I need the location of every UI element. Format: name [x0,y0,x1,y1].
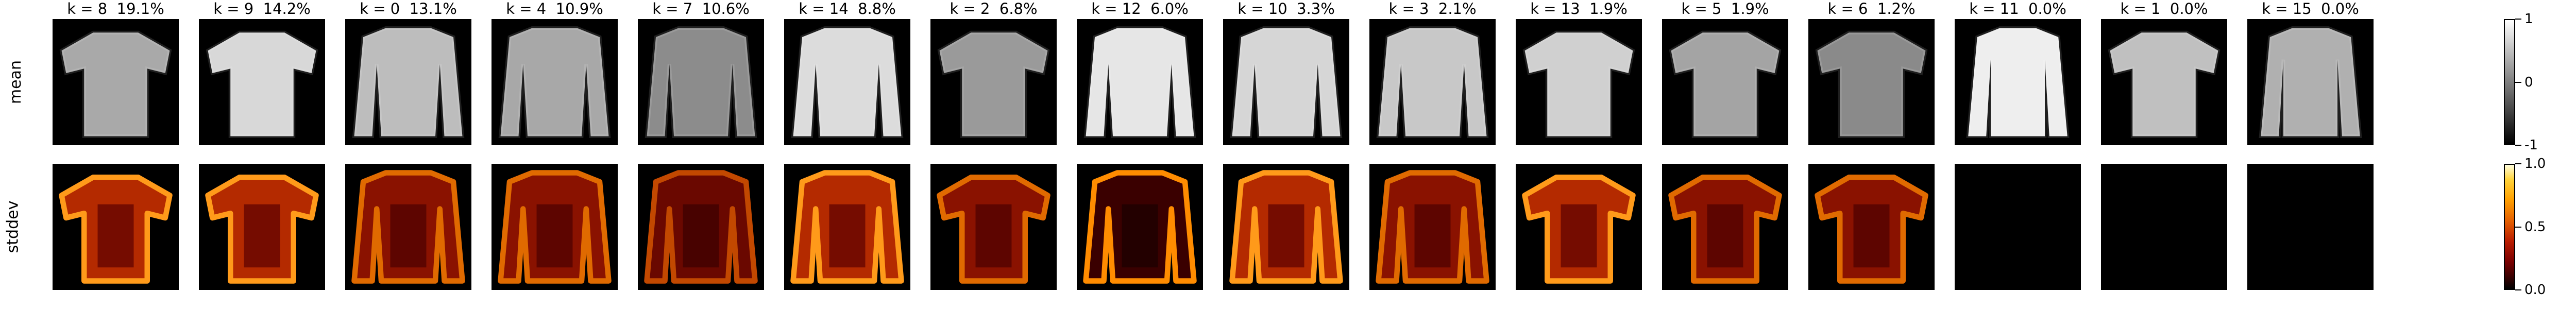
mean-garment-shape [939,32,1048,136]
colorbar-tick-label: 1.0 [2524,156,2546,171]
stddev-image-k4 [492,164,618,290]
stddev-image-k15 [2247,164,2374,290]
mean-image-k10 [1223,19,1349,145]
mean-garment-shape [1817,32,1926,136]
mean-garment-shape [2261,28,2360,136]
colorbar-tick-label: 1 [2524,11,2533,27]
panel-title: k = 5 1.9% [1681,0,1769,18]
colorbar-tick-label: 0.5 [2524,219,2546,235]
mean-garment-shape [61,32,170,136]
mean-garment-shape [2110,32,2218,136]
mean-image-k2 [930,19,1057,145]
panel-title: k = 14 8.8% [799,0,896,18]
mean-image-k6 [1808,19,1935,145]
mean-garment-shape [1378,28,1487,136]
panel-title: k = 13 1.9% [1530,0,1628,18]
panel-title: k = 3 2.1% [1388,0,1477,18]
colorbar-tick-label: 0 [2524,74,2533,90]
stddev-image-k2 [930,164,1057,290]
stddev-image-k7 [638,164,764,290]
row-label-mean: mean [7,60,25,104]
mean-image-k8 [53,19,179,145]
colorbar-tick [2515,289,2521,290]
colorbar-tick-label: -1 [2524,138,2538,153]
panel-title: k = 11 0.0% [1969,0,2066,18]
panel-title: k = 1 0.0% [2120,0,2208,18]
mean-garment-shape [354,28,463,136]
colorbar-stddev [2504,164,2515,290]
mean-image-k9 [199,19,325,145]
mean-image-k7 [638,19,764,145]
stddev-image-k12 [1077,164,1203,290]
mean-image-k4 [492,19,618,145]
mean-image-k12 [1077,19,1203,145]
mean-garment-shape [793,28,902,136]
stddev-image-k9 [199,164,325,290]
panel-title: k = 9 14.2% [213,0,311,18]
panel-title: k = 0 13.1% [360,0,457,18]
row-label-stddev: stddev [4,200,22,253]
mean-garment-shape [1086,28,1194,136]
stddev-image-k1 [2101,164,2227,290]
mean-image-k5 [1662,19,1788,145]
mean-garment-shape [647,28,755,136]
stddev-image-k8 [53,164,179,290]
colorbar-mean [2504,19,2515,145]
mean-image-k14 [784,19,910,145]
stddev-image-k0 [345,164,471,290]
panel-title: k = 6 1.2% [1827,0,1916,18]
mean-image-k11 [1955,19,2081,145]
mean-garment-shape [1232,28,1341,136]
panel-title: k = 8 19.1% [67,0,164,18]
colorbar-tick [2515,163,2521,164]
panel-title: k = 12 6.0% [1091,0,1189,18]
colorbar-tick [2515,226,2521,228]
colorbar-tick-label: 0.0 [2524,282,2546,298]
mean-image-k3 [1369,19,1496,145]
stddev-image-k5 [1662,164,1788,290]
mean-image-k1 [2101,19,2227,145]
mean-garment-shape [1671,32,1780,136]
mean-image-k13 [1516,19,1642,145]
colorbar-tick [2515,19,2521,20]
mean-garment-shape [1524,32,1633,136]
mean-image-k0 [345,19,471,145]
mean-garment-shape [500,28,609,136]
colorbar-tick [2515,145,2521,146]
stddev-image-k6 [1808,164,1935,290]
panel-title: k = 10 3.3% [1238,0,1335,18]
mean-garment-shape [208,32,316,136]
panel-title: k = 15 0.0% [2262,0,2359,18]
panel-title: k = 2 6.8% [950,0,1038,18]
stddev-image-k13 [1516,164,1642,290]
mean-image-k15 [2247,19,2374,145]
panel-title: k = 4 10.9% [506,0,603,18]
colorbar-tick [2515,81,2521,83]
stddev-image-k11 [1955,164,2081,290]
stddev-image-k10 [1223,164,1349,290]
stddev-image-k14 [784,164,910,290]
panel-title: k = 7 10.6% [652,0,750,18]
mean-garment-shape [1968,28,2067,136]
stddev-image-k3 [1369,164,1496,290]
